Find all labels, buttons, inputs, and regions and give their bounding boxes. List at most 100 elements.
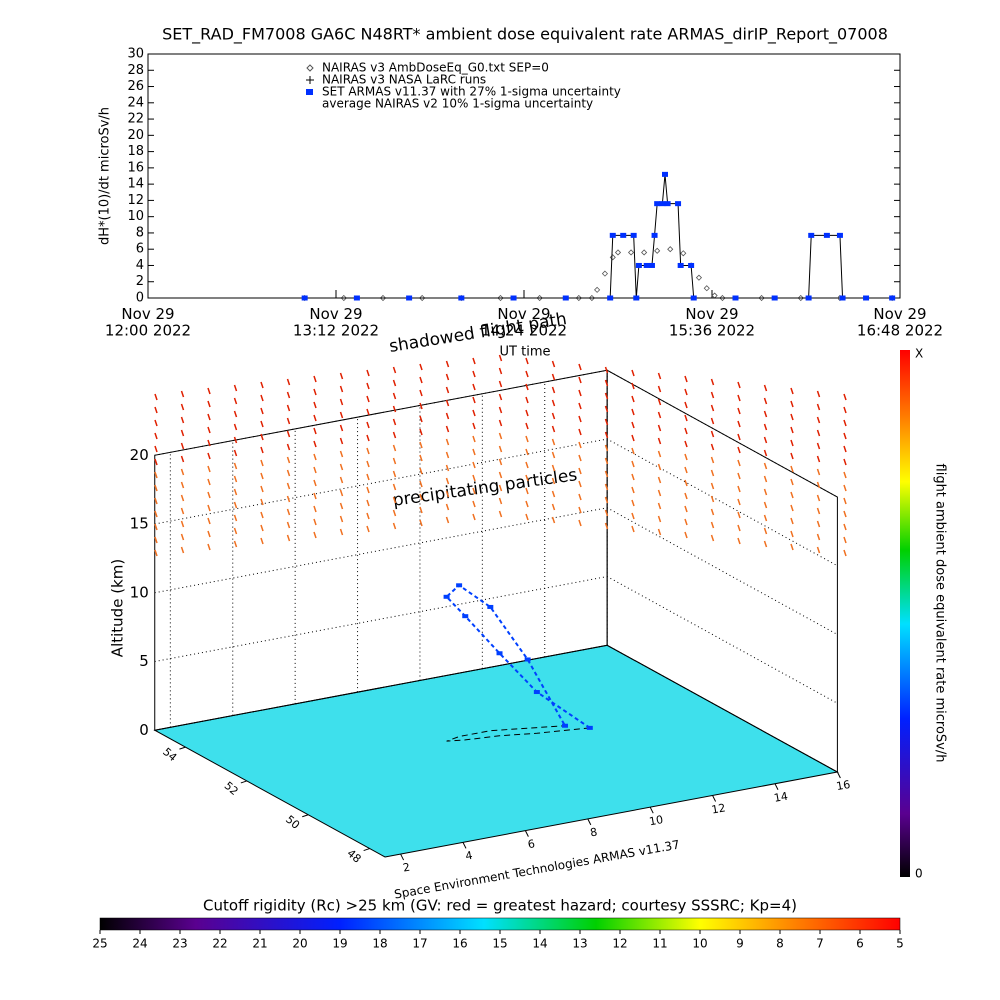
particle-dash bbox=[578, 454, 582, 462]
particle-dash bbox=[339, 463, 344, 471]
particle-dash bbox=[710, 534, 715, 542]
particle-dash bbox=[816, 546, 821, 554]
particle-dash bbox=[604, 379, 609, 387]
particle-dash bbox=[684, 505, 688, 513]
y-tick-label: 24 bbox=[127, 95, 144, 110]
flight-point bbox=[487, 604, 494, 609]
particle-dash bbox=[816, 403, 821, 411]
particle-dash bbox=[790, 504, 794, 512]
particle-dash bbox=[286, 404, 291, 412]
particle-dash bbox=[763, 397, 768, 405]
data-point bbox=[630, 232, 637, 238]
particle-dash bbox=[339, 424, 344, 432]
particle-dash bbox=[392, 470, 397, 478]
particle-dash bbox=[525, 396, 529, 404]
data-point bbox=[633, 295, 640, 301]
particle-dash bbox=[710, 456, 715, 464]
particle-dash bbox=[445, 438, 450, 446]
particle-dash bbox=[154, 393, 158, 401]
particle-dash bbox=[207, 530, 211, 538]
particle-dash bbox=[339, 372, 344, 380]
particle-dash bbox=[260, 420, 264, 428]
particle-dash bbox=[313, 479, 317, 487]
colorbar-tick-label: 7 bbox=[816, 937, 824, 951]
particle-dash bbox=[790, 452, 794, 460]
x-tick bbox=[400, 853, 405, 861]
colorbar-tick-label: 5 bbox=[896, 937, 904, 951]
particle-dash bbox=[313, 492, 317, 500]
particle-dash bbox=[551, 503, 556, 511]
particle-dash bbox=[737, 394, 741, 402]
particle-dash bbox=[154, 549, 158, 557]
x-tick-label: Nov 29 15:36 2022 bbox=[669, 305, 755, 340]
x-tick-label: 16 bbox=[835, 778, 851, 793]
particle-dash bbox=[154, 497, 158, 505]
particle-dash bbox=[154, 419, 158, 427]
particle-dash bbox=[843, 549, 847, 557]
colorbar-tick-label: 14 bbox=[532, 937, 547, 951]
particle-dash bbox=[737, 381, 741, 389]
particle-dash bbox=[260, 524, 264, 532]
particle-dash bbox=[366, 447, 370, 455]
particle-dash bbox=[419, 389, 423, 397]
data-point bbox=[497, 294, 504, 302]
data-point bbox=[808, 232, 815, 238]
particle-dash bbox=[551, 464, 556, 472]
data-point bbox=[340, 294, 347, 302]
particle-dash bbox=[843, 523, 847, 531]
particle-dash bbox=[392, 418, 397, 426]
y-tick-label: 2 bbox=[136, 274, 144, 289]
data-point bbox=[719, 294, 726, 302]
particle-dash bbox=[684, 388, 688, 396]
particle-dash bbox=[472, 383, 476, 391]
x-tick bbox=[524, 830, 529, 837]
colorbar-tick-label: 13 bbox=[572, 937, 587, 951]
particle-dash bbox=[525, 500, 529, 508]
series-line bbox=[304, 174, 893, 299]
particle-dash bbox=[604, 522, 609, 530]
particle-dash bbox=[313, 427, 317, 435]
particle-dash bbox=[525, 357, 529, 365]
flight-point bbox=[443, 594, 450, 599]
particle-dash bbox=[366, 382, 370, 390]
particle-dash bbox=[631, 434, 635, 442]
z-tick-label: 5 bbox=[139, 652, 149, 670]
particle-dash bbox=[551, 386, 556, 394]
particle-dash bbox=[392, 431, 397, 439]
particle-dash bbox=[790, 387, 794, 395]
particle-dash bbox=[313, 505, 317, 513]
particle-dash bbox=[604, 457, 609, 465]
y-tick-label: 50 bbox=[283, 813, 302, 832]
particle-dash bbox=[631, 447, 635, 455]
particle-dash bbox=[737, 485, 741, 493]
data-point bbox=[667, 246, 674, 253]
particle-dash bbox=[207, 452, 211, 460]
particle-dash bbox=[154, 406, 158, 414]
data-point bbox=[510, 295, 517, 301]
colorbar-tick-label: 8 bbox=[776, 937, 784, 951]
particle-dash bbox=[551, 373, 556, 381]
particle-dash bbox=[445, 386, 450, 394]
data-point bbox=[601, 270, 609, 277]
particle-dash bbox=[631, 525, 635, 533]
particle-dash bbox=[790, 491, 794, 499]
particle-dash bbox=[737, 511, 741, 519]
data-point bbox=[863, 295, 870, 301]
x-tick-label: 6 bbox=[527, 837, 536, 851]
particle-dash bbox=[684, 375, 688, 383]
flight-point bbox=[586, 725, 593, 730]
particle-dash bbox=[154, 432, 158, 440]
particle-dash bbox=[816, 468, 821, 476]
x-tick-label: 12 bbox=[710, 801, 726, 816]
data-point bbox=[839, 295, 846, 301]
x-tick bbox=[712, 795, 717, 802]
particle-dash bbox=[286, 534, 291, 542]
legend-label: SET ARMAS v11.37 with 27% 1-sigma uncert… bbox=[322, 85, 621, 99]
particle-dash bbox=[657, 385, 662, 393]
x-tick bbox=[649, 806, 654, 814]
particle-dash bbox=[684, 427, 688, 435]
particle-dash bbox=[657, 372, 662, 380]
particle-dash bbox=[180, 520, 185, 528]
particle-dash bbox=[498, 484, 503, 492]
particle-dash bbox=[763, 462, 768, 470]
